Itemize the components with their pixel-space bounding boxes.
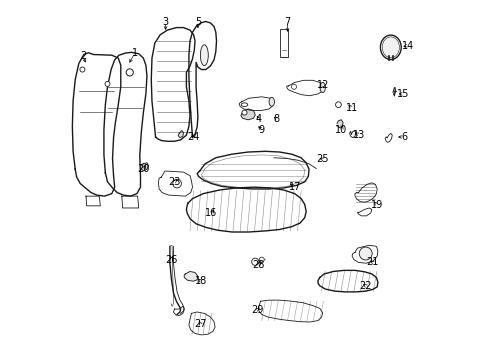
Polygon shape — [158, 171, 192, 196]
Ellipse shape — [241, 103, 247, 107]
Polygon shape — [286, 80, 323, 96]
Text: 13: 13 — [352, 130, 365, 140]
Polygon shape — [239, 97, 273, 111]
Circle shape — [172, 179, 181, 188]
Polygon shape — [151, 28, 195, 141]
Polygon shape — [86, 196, 100, 206]
Text: 3: 3 — [162, 17, 168, 27]
Text: 16: 16 — [205, 208, 217, 218]
Text: 20: 20 — [137, 164, 149, 174]
Ellipse shape — [319, 82, 325, 93]
Circle shape — [105, 81, 110, 86]
Polygon shape — [317, 270, 377, 292]
Text: 27: 27 — [194, 319, 206, 329]
Polygon shape — [169, 246, 184, 315]
Text: 25: 25 — [316, 154, 328, 164]
Polygon shape — [178, 131, 183, 138]
Polygon shape — [241, 109, 255, 120]
Polygon shape — [336, 120, 343, 128]
Polygon shape — [188, 312, 215, 335]
Circle shape — [242, 110, 246, 115]
Circle shape — [359, 247, 371, 260]
Circle shape — [335, 102, 341, 108]
Polygon shape — [188, 22, 216, 137]
Text: 2: 2 — [80, 51, 86, 61]
Ellipse shape — [382, 37, 399, 58]
Polygon shape — [72, 53, 121, 196]
Text: 26: 26 — [164, 255, 177, 265]
Polygon shape — [122, 196, 139, 208]
Text: 29: 29 — [250, 305, 263, 315]
Text: 5: 5 — [194, 17, 201, 27]
Text: 24: 24 — [187, 132, 200, 142]
Ellipse shape — [380, 35, 400, 59]
Text: 22: 22 — [359, 281, 371, 291]
Text: 4: 4 — [255, 114, 262, 124]
Text: 7: 7 — [284, 17, 290, 27]
Text: 15: 15 — [396, 89, 408, 99]
Polygon shape — [258, 300, 322, 322]
Text: 12: 12 — [316, 80, 328, 90]
Text: 6: 6 — [400, 132, 407, 142]
Polygon shape — [104, 52, 147, 196]
Ellipse shape — [200, 45, 208, 66]
Text: 21: 21 — [366, 257, 378, 267]
Text: 9: 9 — [258, 125, 264, 135]
FancyBboxPatch shape — [279, 30, 287, 57]
Circle shape — [251, 258, 258, 265]
Text: 17: 17 — [288, 182, 300, 192]
Polygon shape — [354, 183, 376, 202]
Circle shape — [126, 69, 133, 76]
Text: 23: 23 — [168, 177, 181, 187]
Polygon shape — [184, 271, 198, 281]
Text: 14: 14 — [401, 41, 413, 50]
Circle shape — [259, 257, 264, 262]
Text: 11: 11 — [345, 103, 358, 113]
Text: 19: 19 — [370, 200, 383, 210]
Polygon shape — [186, 187, 305, 232]
Text: 10: 10 — [334, 125, 347, 135]
Polygon shape — [197, 151, 308, 189]
Polygon shape — [351, 245, 377, 263]
Text: 1: 1 — [132, 48, 138, 58]
Text: 8: 8 — [273, 114, 279, 124]
Ellipse shape — [268, 97, 274, 106]
Text: 28: 28 — [251, 260, 264, 270]
Text: 18: 18 — [194, 276, 206, 286]
Circle shape — [291, 84, 296, 89]
Circle shape — [80, 67, 85, 72]
Polygon shape — [140, 163, 148, 171]
